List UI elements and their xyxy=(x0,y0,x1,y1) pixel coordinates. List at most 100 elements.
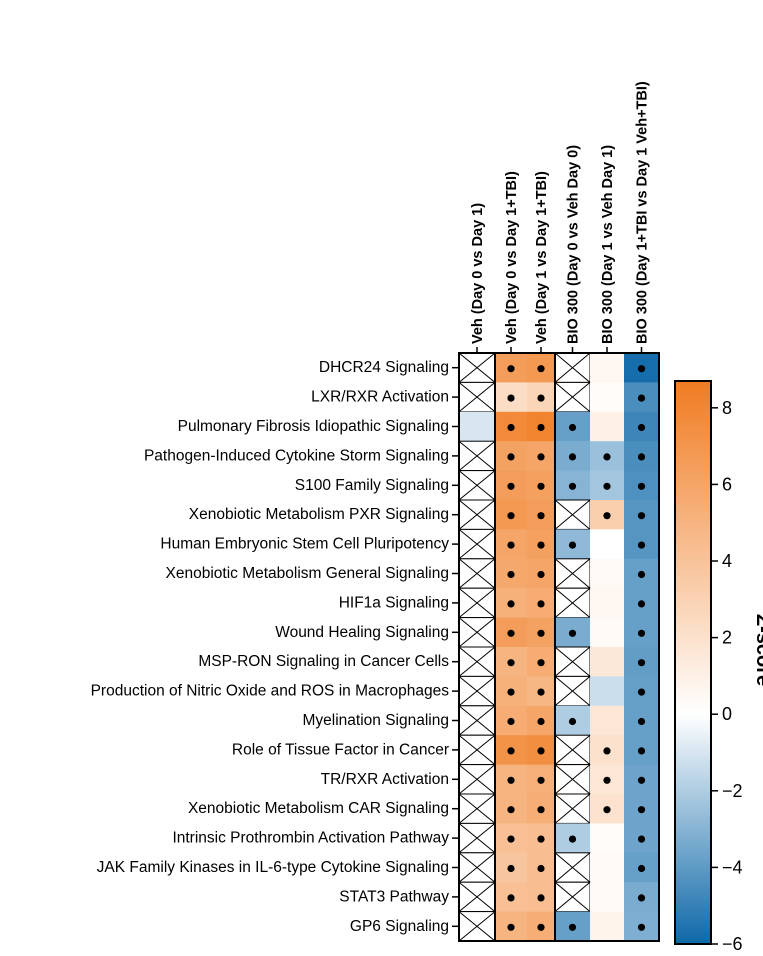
heatmap-cell xyxy=(590,558,624,589)
missing-cross-icon xyxy=(554,676,591,707)
heatmap-cell xyxy=(590,705,624,736)
column-label: BIO 300 (Day 1 vs Veh Day 1) xyxy=(600,145,616,344)
colorbar-tick-label: −2 xyxy=(722,781,743,801)
significance-dot xyxy=(507,453,515,461)
row-label: Pathogen-Induced Cytokine Storm Signalin… xyxy=(144,447,449,464)
colorbar-tick-label: 2 xyxy=(722,628,732,648)
missing-cross-icon xyxy=(554,499,591,530)
heatmap-cell xyxy=(459,411,495,442)
significance-dot xyxy=(507,570,515,579)
significance-dot xyxy=(507,659,515,667)
column-label: BIO 300 (Day 0 vs Veh Day 0) xyxy=(566,145,582,344)
row-label: MSP-RON Signaling in Cancer Cells xyxy=(198,653,449,670)
row-label: LXR/RXR Activation xyxy=(311,389,449,406)
significance-dot xyxy=(603,747,611,755)
heatmap-cell xyxy=(590,882,624,912)
row-label: STAT3 Pathway xyxy=(339,888,449,905)
significance-dot xyxy=(507,365,515,373)
colorbar: 8 6 4 2 0 −2 −4 −6 Z-score xyxy=(674,380,763,954)
significance-dot xyxy=(568,629,577,637)
significance-dot xyxy=(568,835,577,843)
significance-dot xyxy=(637,747,646,755)
missing-cross-icon xyxy=(554,734,591,765)
row-label: Wound Healing Signaling xyxy=(275,624,449,641)
row-label: Xenobiotic Metabolism General Signaling xyxy=(166,565,449,582)
missing-cross-icon xyxy=(554,558,591,589)
significance-dot xyxy=(637,659,646,667)
missing-cross-icon xyxy=(554,764,591,795)
significance-dot xyxy=(637,512,646,520)
significance-dot xyxy=(507,894,515,902)
significance-dot xyxy=(637,835,646,843)
significance-dot xyxy=(637,717,646,726)
significance-dot xyxy=(637,570,646,579)
significance-dot xyxy=(637,894,646,902)
significance-dot xyxy=(537,600,545,608)
significance-dot xyxy=(537,365,545,373)
significance-dot xyxy=(637,806,646,814)
significance-dot xyxy=(507,394,515,402)
significance-dot xyxy=(537,453,545,461)
significance-dot xyxy=(568,453,577,461)
significance-dot xyxy=(507,600,515,608)
row-label: HIF1a Signaling xyxy=(339,594,449,611)
significance-dot xyxy=(537,570,545,579)
colorbar-tick-label: 0 xyxy=(722,704,732,724)
colorbar-tick-label: 4 xyxy=(722,551,732,571)
colorbar-tick-label: 6 xyxy=(722,474,732,494)
significance-dot xyxy=(637,923,646,931)
significance-dot xyxy=(507,541,515,549)
significance-dot xyxy=(507,629,515,637)
heatmap-cell xyxy=(590,529,624,560)
missing-cross-icon xyxy=(554,881,591,912)
missing-cross-icon xyxy=(458,440,496,471)
significance-dot xyxy=(537,835,545,843)
significance-dot xyxy=(507,512,515,520)
missing-cross-icon xyxy=(458,646,496,677)
row-label: S100 Family Signaling xyxy=(295,477,449,494)
significance-dot xyxy=(637,776,646,784)
heatmap-cell xyxy=(590,588,624,618)
colorbar-tick-label: −4 xyxy=(722,857,743,877)
missing-cross-icon xyxy=(458,852,496,883)
significance-dot xyxy=(507,864,515,873)
significance-dot xyxy=(537,688,545,696)
row-label: DHCR24 Signaling xyxy=(319,359,449,376)
heatmap-cell xyxy=(590,676,624,707)
column-label: Veh (Day 0 vs Day 1+TBI) xyxy=(504,171,520,344)
missing-cross-icon xyxy=(458,499,496,530)
significance-dot xyxy=(537,423,545,432)
significance-dot xyxy=(537,541,545,549)
significance-dot xyxy=(603,482,611,490)
significance-dot xyxy=(637,600,646,608)
significance-dot xyxy=(637,482,646,490)
missing-cross-icon xyxy=(554,587,591,618)
heatmap-cell xyxy=(590,911,624,942)
significance-dot xyxy=(568,423,577,432)
significance-dot xyxy=(537,776,545,784)
column-labels: Veh (Day 0 vs Day 1) Veh (Day 0 vs Day 1+… xyxy=(470,81,651,353)
heatmap-cell xyxy=(590,647,624,677)
row-label: Production of Nitric Oxide and ROS in Ma… xyxy=(91,683,450,700)
significance-dot xyxy=(568,717,577,726)
missing-cross-icon xyxy=(554,646,591,677)
significance-dot xyxy=(537,923,545,931)
missing-cross-icon xyxy=(458,823,496,854)
significance-dot xyxy=(537,512,545,520)
row-label: Xenobiotic Metabolism PXR Signaling xyxy=(189,506,449,523)
row-label: Xenobiotic Metabolism CAR Signaling xyxy=(188,800,449,817)
missing-cross-icon xyxy=(554,352,591,383)
row-labels: DHCR24 Signaling LXR/RXR Activation Pulmon… xyxy=(91,359,459,935)
significance-dot xyxy=(637,688,646,696)
heatmap-cell xyxy=(590,823,624,854)
missing-cross-icon xyxy=(458,558,496,589)
missing-cross-icon xyxy=(458,587,496,618)
missing-cross-icon xyxy=(554,852,591,883)
significance-dot xyxy=(507,806,515,814)
significance-dot xyxy=(537,806,545,814)
colorbar-tick-label: −6 xyxy=(722,934,743,954)
missing-cross-icon xyxy=(458,734,496,765)
heatmap-cell xyxy=(590,852,624,883)
row-label: GP6 Signaling xyxy=(350,918,449,935)
missing-cross-icon xyxy=(458,470,496,501)
